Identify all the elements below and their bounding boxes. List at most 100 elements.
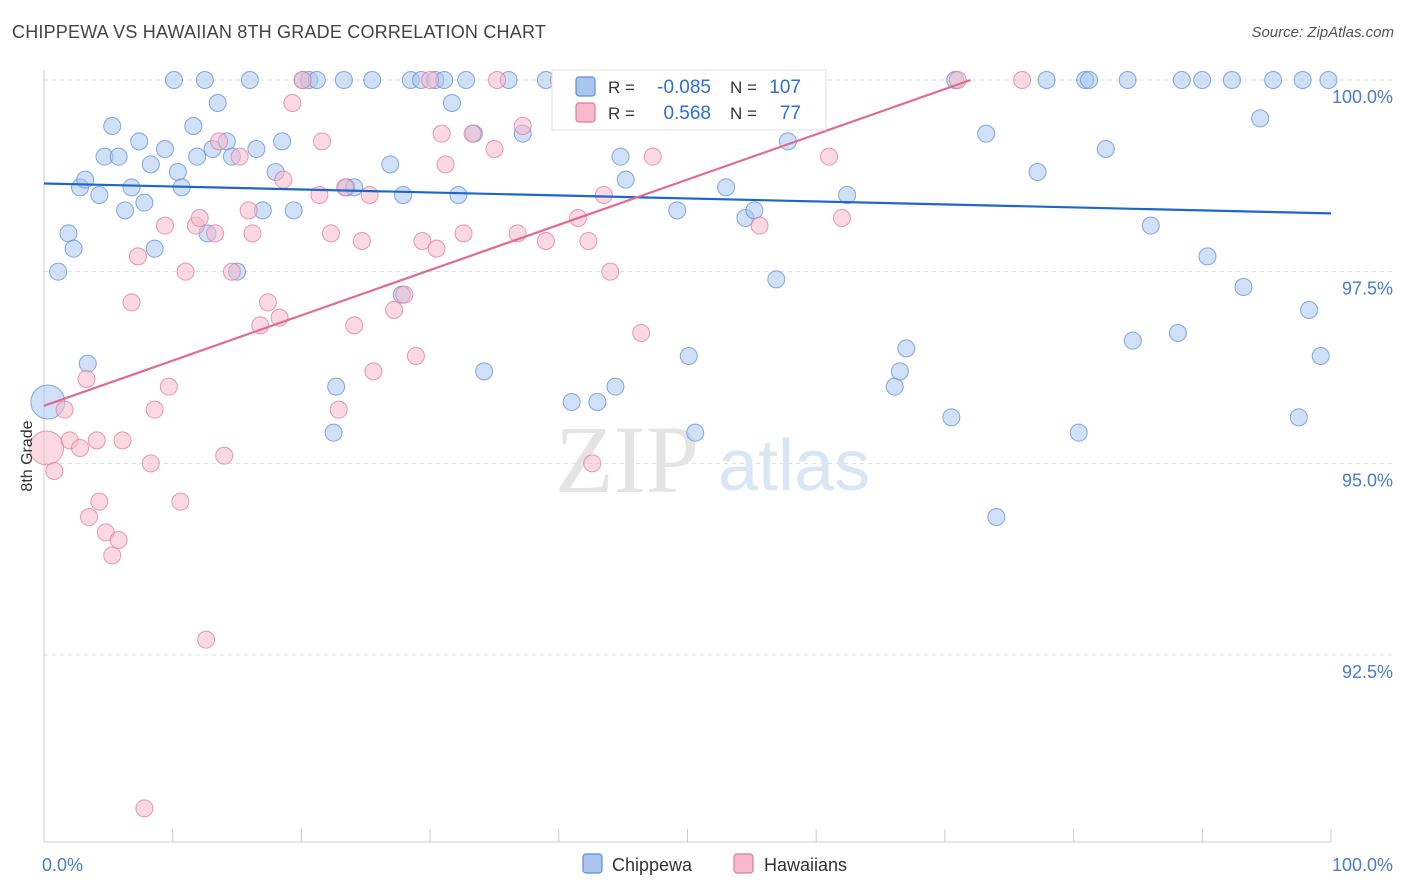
hawaiians-point: [360, 186, 379, 204]
chippewa-point: [457, 71, 476, 89]
chippewa-point: [141, 155, 160, 174]
hawaiians-point: [215, 446, 234, 465]
chippewa-point: [1264, 71, 1283, 89]
chippewa-point: [890, 362, 909, 381]
chippewa-point: [240, 71, 259, 89]
hawaiians-point: [583, 454, 602, 473]
chippewa-point: [1222, 71, 1241, 89]
hawaiians-point: [463, 124, 482, 143]
hawaiians-point: [312, 132, 331, 151]
legend-swatch-chippewa: [582, 853, 603, 874]
chippewa-point: [394, 186, 413, 204]
hawaiians-point: [45, 462, 64, 480]
chippewa-point: [208, 94, 227, 112]
chippewa-point: [1234, 278, 1253, 296]
chippewa-point: [1172, 71, 1191, 89]
chippewa-point: [562, 393, 581, 411]
hawaiians-r-label: R =: [608, 104, 635, 123]
chippewa-point: [155, 140, 174, 158]
hawaiians-point: [643, 147, 662, 166]
hawaiians-point: [109, 531, 128, 549]
stats-legend: R = -0.085 N = 107 R = 0.568 N = 77: [551, 69, 827, 131]
chippewa-point: [109, 147, 128, 166]
chippewa-point: [1118, 71, 1137, 89]
chippewa-point: [273, 132, 292, 151]
chippewa-point: [49, 262, 68, 281]
chippewa-point: [116, 201, 135, 220]
x-tick-labels: 0.0% 100.0%: [42, 855, 1393, 875]
hawaiians-point: [197, 630, 216, 649]
hawaiians-point: [421, 71, 440, 89]
chippewa-point: [885, 377, 904, 396]
hawaiians-point: [171, 492, 190, 511]
chippewa-point: [606, 377, 625, 396]
chippewa-n-label: N =: [730, 78, 757, 97]
hawaiians-point: [1013, 71, 1032, 89]
watermark-atlas: atlas: [718, 426, 870, 506]
chippewa-point: [1198, 247, 1217, 266]
hawaiians-point: [594, 186, 613, 204]
chippewa-point: [442, 94, 461, 112]
hawaiians-point: [128, 247, 147, 266]
hawaiians-point: [230, 147, 249, 166]
hawaiians-point: [283, 94, 302, 112]
watermark-zip: ZIP: [555, 406, 699, 513]
hawaiians-point: [77, 370, 96, 388]
hawaiians-point: [536, 232, 555, 250]
hawaiians-point: [90, 492, 109, 511]
chippewa-point: [164, 71, 183, 89]
chippewa-point: [1251, 109, 1270, 128]
chippewa-point: [334, 71, 353, 89]
chippewa-legend-swatch: [575, 76, 596, 97]
hawaiians-point: [155, 216, 174, 235]
hawaiians-point: [87, 431, 106, 450]
chippewa-point: [247, 140, 266, 158]
chippewa-n-value: 107: [769, 77, 801, 98]
chippewa-point: [1037, 71, 1056, 89]
chippewa-point: [838, 186, 857, 204]
series-legend: Chippewa Hawaiians: [582, 853, 847, 875]
hawaiians-point: [488, 71, 507, 89]
chippewa-point: [1096, 140, 1115, 158]
hawaiians-point: [258, 293, 277, 312]
chippewa-point: [184, 117, 203, 135]
legend-label-hawaiians: Hawaiians: [764, 855, 847, 875]
hawaiians-point: [413, 232, 432, 250]
y-tick-label: 100.0%: [1332, 87, 1393, 107]
chippewa-point: [135, 193, 154, 212]
trend-lines: [43, 78, 1332, 407]
hawaiians-n-label: N =: [730, 104, 757, 123]
chippewa-point: [103, 117, 122, 135]
chippewa-point: [64, 239, 83, 258]
chippewa-r-value: -0.085: [657, 77, 711, 98]
chippewa-point: [588, 393, 607, 411]
chippewa-point: [1123, 331, 1142, 350]
hawaiians-point: [820, 147, 839, 166]
hawaiians-n-value: 77: [780, 103, 801, 124]
hawaiians-point: [274, 170, 293, 189]
hawaiians-point: [427, 239, 446, 258]
hawaiians-point: [436, 155, 455, 174]
chippewa-point: [767, 270, 786, 289]
hawaiians-point: [345, 316, 364, 335]
chippewa-point: [1080, 71, 1099, 89]
chippewa-point: [987, 508, 1006, 526]
hawaiians-point: [222, 262, 241, 281]
hawaiians-point: [113, 431, 132, 450]
hawaiians-point: [948, 71, 967, 89]
x-tick-label: 0.0%: [42, 855, 83, 875]
chippewa-point: [1319, 71, 1338, 89]
hawaiians-point: [145, 400, 164, 419]
chippewa-point: [130, 132, 149, 151]
chippewa-point: [611, 147, 630, 166]
legend-label-chippewa: Chippewa: [612, 855, 693, 875]
chippewa-point: [59, 224, 78, 243]
chippewa-point: [1311, 347, 1330, 365]
legend-swatch-hawaiians: [733, 853, 754, 874]
hawaiians-point: [832, 209, 851, 227]
chippewa-point: [717, 178, 736, 197]
chippewa-point: [324, 423, 343, 442]
y-tick-label: 92.5%: [1342, 662, 1393, 682]
y-tick-labels: 100.0% 97.5% 95.0% 92.5%: [1332, 87, 1393, 682]
